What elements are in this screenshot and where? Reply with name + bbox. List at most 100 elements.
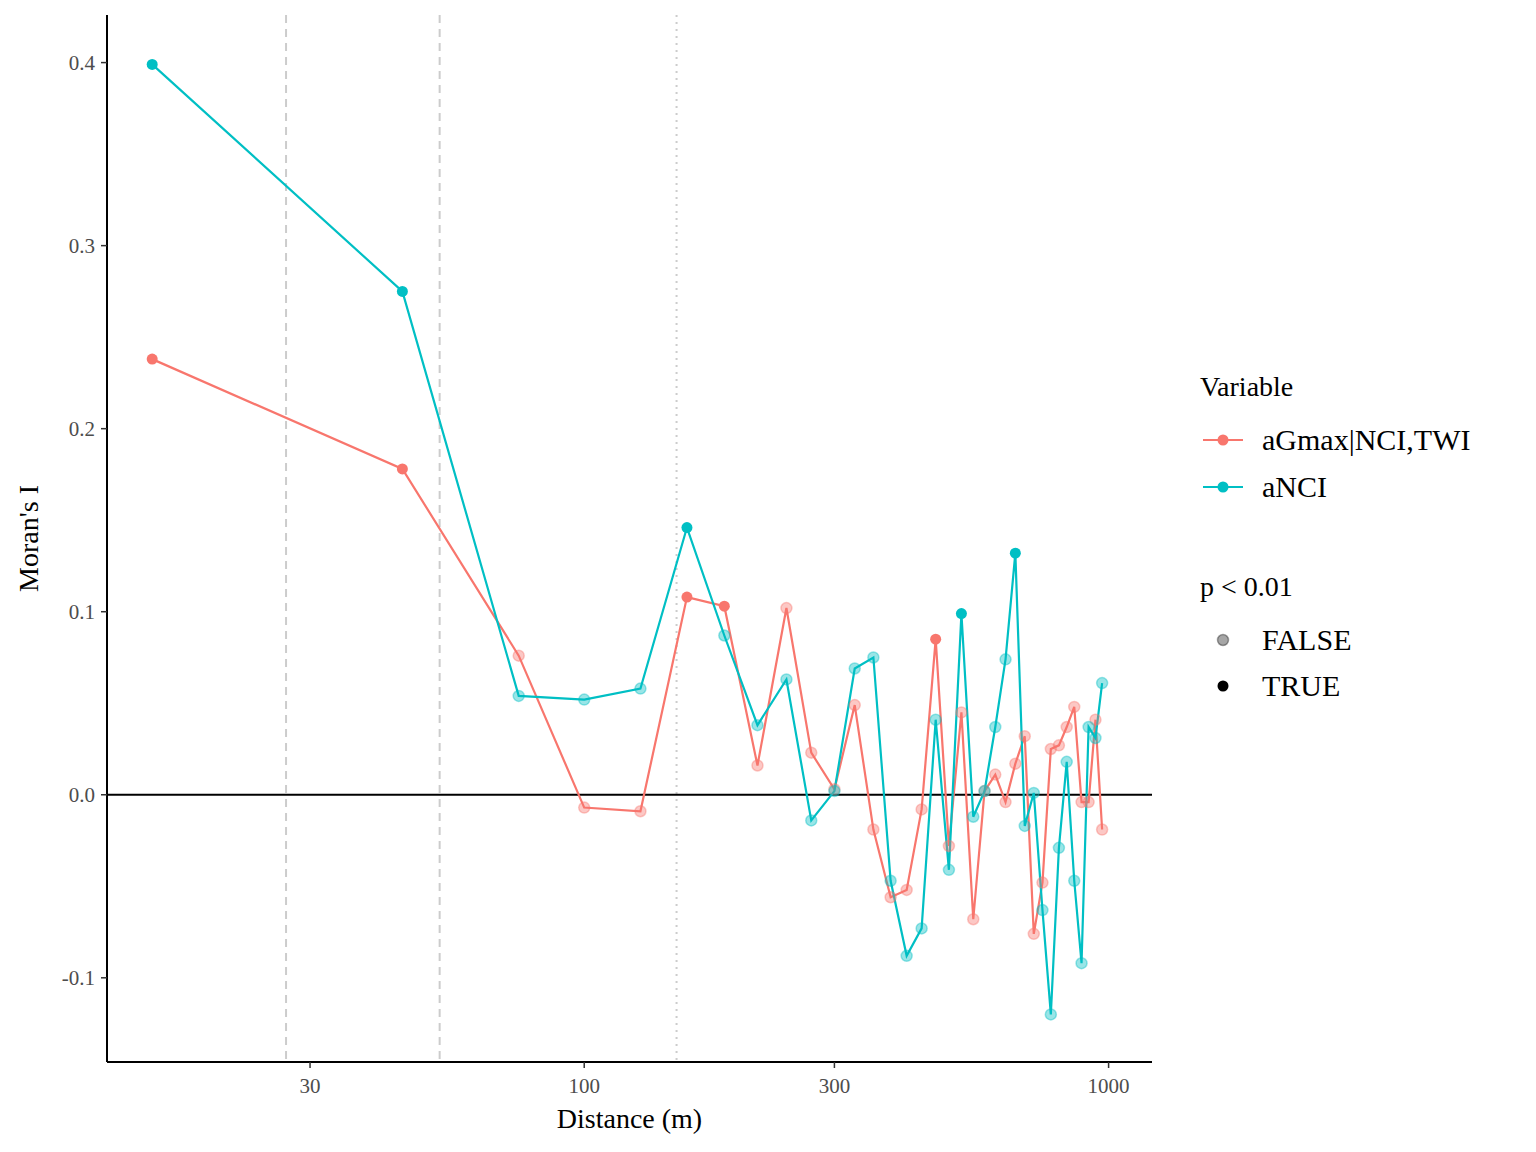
- x-tick-label: 100: [568, 1074, 600, 1098]
- point: [579, 802, 590, 813]
- x-tick: [309, 1062, 311, 1068]
- point: [1037, 905, 1048, 916]
- point: [1097, 678, 1108, 689]
- point: [1090, 733, 1101, 744]
- x-tick-label: 300: [819, 1074, 851, 1098]
- legend-label: FALSE: [1262, 623, 1351, 656]
- hline: [107, 794, 1152, 796]
- point: [397, 463, 408, 474]
- point: [1083, 797, 1094, 808]
- y-tick-label: 0.3: [69, 234, 95, 258]
- y-tick-label: 0.2: [69, 417, 95, 441]
- point: [968, 914, 979, 925]
- point: [849, 700, 860, 711]
- point: [1069, 701, 1080, 712]
- point: [968, 811, 979, 822]
- point: [1045, 1009, 1056, 1020]
- point: [806, 747, 817, 758]
- reference-lines: [107, 15, 1152, 1062]
- y-tick: [101, 794, 107, 796]
- point: [979, 786, 990, 797]
- y-tick: [101, 245, 107, 247]
- y-axis-label: Moran's I: [13, 485, 44, 592]
- point: [397, 286, 408, 297]
- point: [956, 707, 967, 718]
- point: [885, 875, 896, 886]
- point: [901, 884, 912, 895]
- point: [513, 690, 524, 701]
- point: [681, 522, 692, 533]
- point: [681, 592, 692, 603]
- y-tick-label: 0.0: [69, 783, 95, 807]
- point: [1019, 820, 1030, 831]
- x-tick-label: 1000: [1088, 1074, 1130, 1098]
- point: [990, 769, 1001, 780]
- legend-marker: [1218, 681, 1229, 692]
- point: [1000, 797, 1011, 808]
- y-tick: [101, 611, 107, 613]
- legend-label: aNCI: [1262, 470, 1327, 503]
- point: [990, 722, 1001, 733]
- legend-marker: [1218, 435, 1229, 446]
- point: [956, 608, 967, 619]
- x-tick: [583, 1062, 585, 1068]
- y-tick: [101, 977, 107, 979]
- y-axis: [106, 15, 108, 1062]
- point: [806, 815, 817, 826]
- vline: [285, 15, 287, 1062]
- x-tick: [1108, 1062, 1110, 1068]
- y-tick: [101, 428, 107, 430]
- point: [1083, 722, 1094, 733]
- point: [916, 923, 927, 934]
- x-axis: [107, 1061, 1152, 1063]
- point: [829, 786, 840, 797]
- legend-marker: [1218, 635, 1229, 646]
- point: [781, 674, 792, 685]
- legend-label: TRUE: [1262, 669, 1340, 702]
- point: [979, 786, 990, 797]
- point: [916, 804, 927, 815]
- point: [868, 824, 879, 835]
- point: [901, 950, 912, 961]
- point: [1053, 842, 1064, 853]
- x-tick-label: 30: [300, 1074, 321, 1098]
- y-tick-label: -0.1: [62, 966, 95, 990]
- point: [752, 720, 763, 731]
- chart: 301003001000-0.10.00.10.20.30.4Distance …: [0, 0, 1536, 1152]
- point: [1028, 787, 1039, 798]
- legend-marker: [1218, 482, 1229, 493]
- legend-label: aGmax|NCI,TWI: [1262, 423, 1470, 456]
- point: [849, 663, 860, 674]
- vline: [439, 15, 441, 1062]
- point: [1069, 875, 1080, 886]
- point: [1097, 824, 1108, 835]
- point: [513, 650, 524, 661]
- point: [635, 806, 646, 817]
- point: [1061, 756, 1072, 767]
- point: [1037, 877, 1048, 888]
- point: [719, 601, 730, 612]
- series-line: [152, 64, 1102, 1014]
- point: [1053, 740, 1064, 751]
- legend-title: p < 0.01: [1200, 571, 1293, 602]
- point: [635, 683, 646, 694]
- point: [1019, 731, 1030, 742]
- point: [1000, 654, 1011, 665]
- data: [147, 59, 1108, 1020]
- point: [579, 694, 590, 705]
- point: [885, 892, 896, 903]
- point: [943, 864, 954, 875]
- point: [930, 714, 941, 725]
- point: [1028, 928, 1039, 939]
- point: [147, 354, 158, 365]
- point: [943, 841, 954, 852]
- vline: [676, 15, 678, 1062]
- point: [1061, 722, 1072, 733]
- x-axis-label: Distance (m): [557, 1103, 702, 1134]
- point: [719, 630, 730, 641]
- point: [781, 603, 792, 614]
- legend-title: Variable: [1200, 371, 1293, 402]
- y-tick-label: 0.4: [69, 51, 96, 75]
- point: [147, 59, 158, 70]
- point: [1076, 958, 1087, 969]
